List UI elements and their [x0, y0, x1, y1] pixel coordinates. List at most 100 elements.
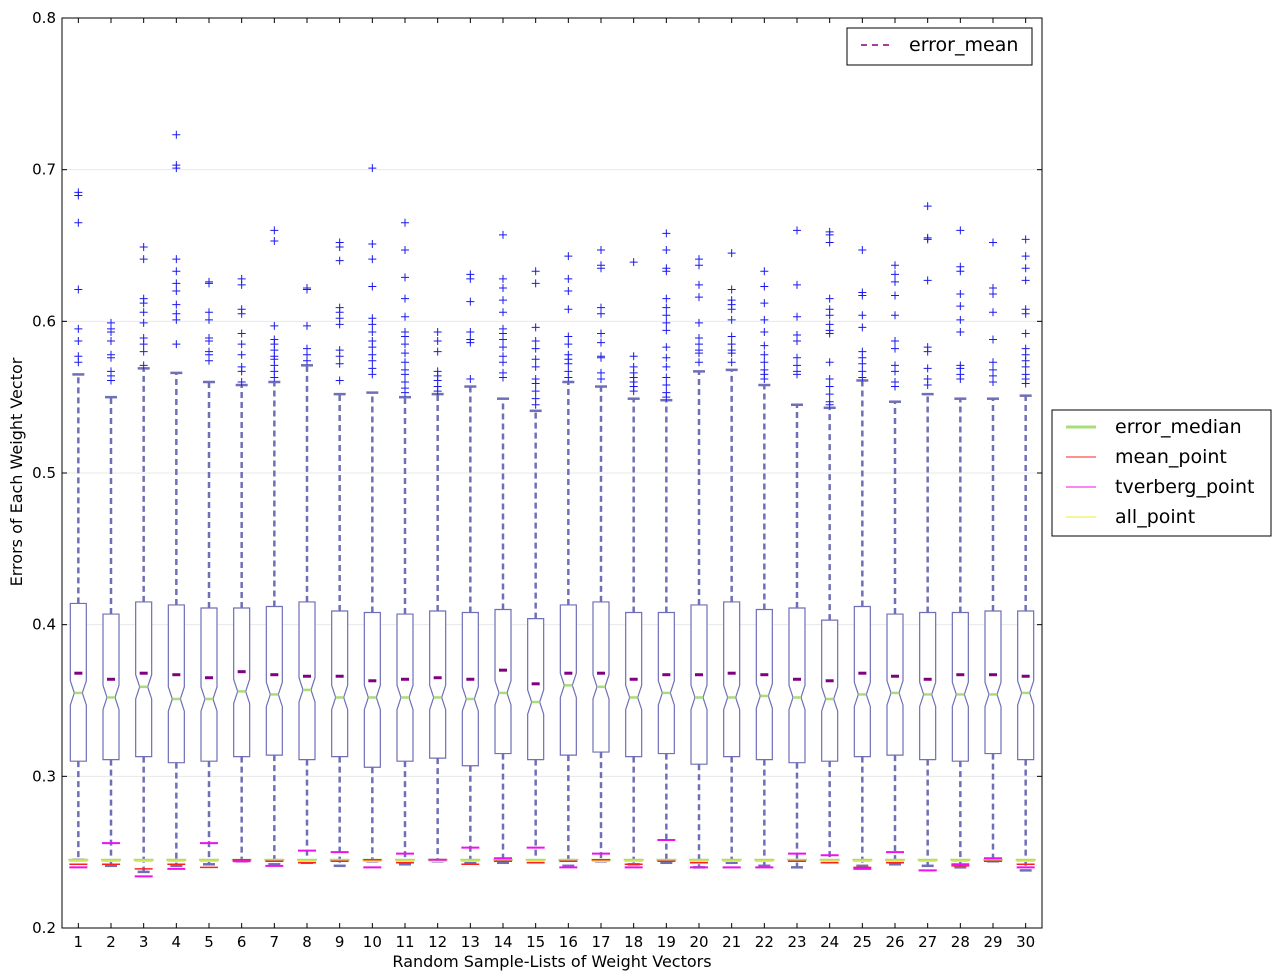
outlier-point: [825, 358, 834, 367]
boxes: [69, 130, 1035, 874]
outlier-point: [956, 267, 965, 276]
outlier-point: [891, 344, 899, 353]
outlier-point: [270, 321, 279, 330]
outlier-point: [303, 321, 311, 330]
outlier-point: [107, 353, 115, 362]
outlier-point: [662, 246, 671, 255]
box: [494, 608, 512, 755]
outlier-point: [237, 367, 246, 376]
box: [821, 619, 839, 762]
outlier-point: [662, 373, 671, 382]
outlier-point: [825, 294, 834, 303]
grid-lines: [62, 169, 1042, 777]
x-tick-label: 27: [918, 933, 937, 951]
box: [755, 608, 773, 761]
outlier-point: [891, 382, 899, 391]
outlier-point: [107, 337, 115, 346]
outlier-point: [531, 355, 540, 364]
box: [723, 601, 741, 758]
outlier-point: [564, 305, 573, 314]
marker-points: [68, 839, 1036, 878]
outlier-point: [368, 356, 377, 365]
outlier-point: [139, 255, 148, 264]
outlier-point: [891, 270, 899, 279]
outlier-point: [793, 312, 801, 321]
outlier-point: [564, 340, 573, 349]
outlier-point: [172, 255, 181, 264]
outlier-point: [531, 337, 540, 346]
x-tick-label: 16: [559, 933, 578, 951]
box: [984, 610, 1002, 755]
outlier-point: [139, 347, 148, 356]
outlier-point: [237, 280, 246, 289]
y-tick-label: 0.3: [32, 767, 56, 785]
outlier-point: [956, 290, 965, 299]
outlier-point: [531, 400, 540, 409]
y-tick-label: 0.2: [32, 919, 56, 937]
outlier-point: [564, 287, 573, 295]
x-tick-label: 19: [657, 933, 676, 951]
outlier-point: [172, 315, 181, 324]
outlier-point: [205, 356, 213, 365]
outlier-point: [858, 359, 867, 368]
outlier-point: [139, 340, 148, 349]
outlier-point: [858, 323, 867, 332]
outlier-point: [270, 226, 279, 235]
outlier-point: [695, 349, 703, 358]
outlier-point: [433, 387, 442, 396]
outlier-point: [858, 311, 867, 320]
x-tick-label: 20: [689, 933, 708, 951]
box: [592, 601, 610, 753]
outlier-point: [760, 350, 769, 359]
outlier-point: [433, 337, 442, 346]
outlier-point: [858, 373, 867, 382]
box: [625, 611, 643, 758]
outlier-point: [891, 291, 899, 300]
box: [951, 611, 969, 762]
outlier-point: [237, 340, 246, 349]
outlier-point: [368, 239, 377, 248]
y-tick-label: 0.6: [32, 312, 56, 330]
outlier-point: [368, 327, 377, 336]
outlier-point: [727, 285, 736, 294]
x-tick-label: 18: [624, 933, 643, 951]
legend-label-error-median: error_median: [1115, 416, 1242, 438]
outlier-point: [956, 327, 965, 336]
outlier-point: [531, 279, 540, 288]
x-tick-label: 6: [237, 933, 247, 951]
box: [690, 604, 708, 765]
legend-label-mean-point: mean_point: [1115, 446, 1227, 468]
outlier-point: [368, 255, 377, 264]
box: [429, 610, 447, 759]
box: [853, 605, 871, 758]
x-tick-label: 25: [853, 933, 872, 951]
outlier-point: [205, 308, 213, 317]
axes: 0.20.30.40.50.60.70.81 2 3 4 5 6 7 8 9 10 11 12 13 14…: [32, 9, 1042, 951]
outlier-point: [335, 376, 344, 385]
outlier-point: [662, 393, 671, 402]
outlier-point: [923, 235, 932, 244]
outlier-point: [891, 367, 899, 376]
outlier-point: [989, 335, 997, 344]
outlier-point: [139, 299, 148, 308]
outlier-point: [597, 338, 605, 347]
outlier-point: [793, 337, 801, 346]
outlier-point: [172, 267, 181, 276]
outlier-point: [74, 285, 83, 294]
outlier-point: [662, 353, 671, 362]
outlier-point: [401, 349, 409, 358]
outlier-point: [923, 202, 932, 211]
outlier-point: [891, 311, 899, 320]
outlier-point: [466, 274, 475, 283]
outlier-point: [923, 347, 932, 356]
outlier-point: [335, 320, 344, 329]
x-tick-label: 22: [755, 933, 774, 951]
outlier-point: [727, 349, 736, 358]
outlier-point: [466, 338, 475, 347]
outlier-point: [466, 327, 475, 336]
outlier-point: [858, 246, 867, 255]
box: [559, 604, 577, 756]
outlier-point: [74, 337, 83, 346]
legend-label-error-mean: error_mean: [909, 34, 1018, 56]
outlier-point: [401, 388, 409, 397]
